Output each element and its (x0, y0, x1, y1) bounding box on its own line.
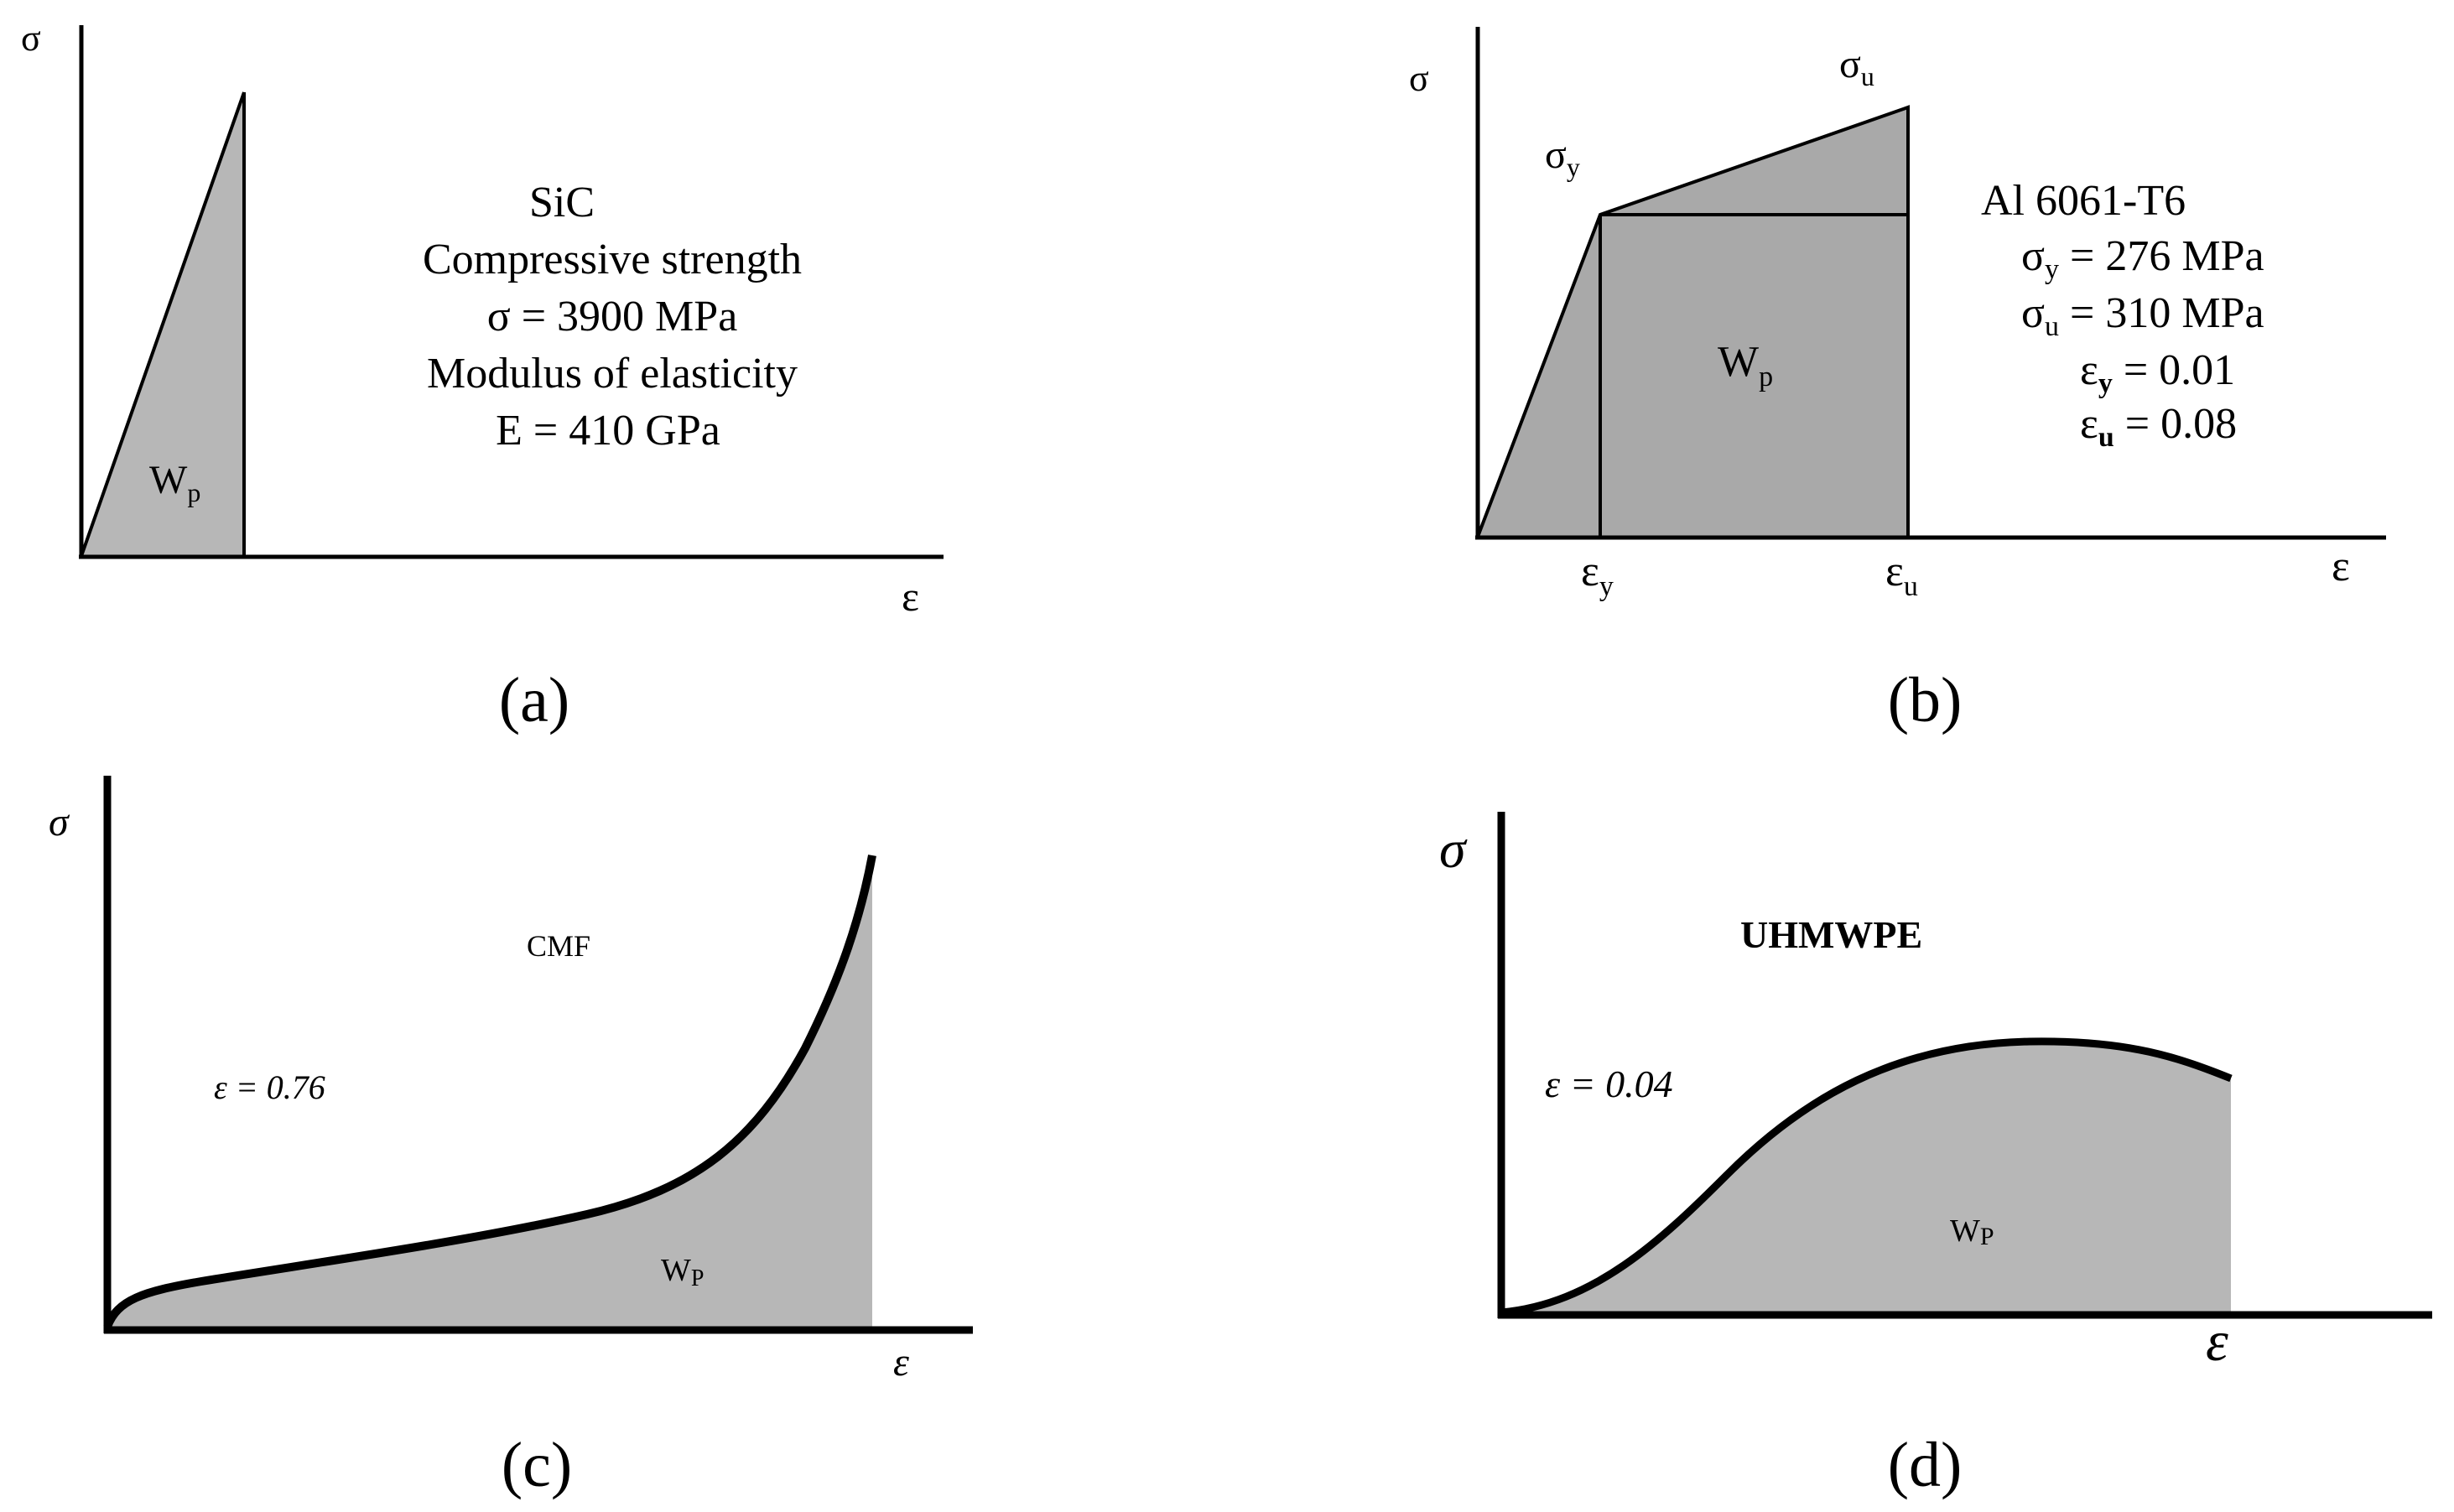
panel-c-area-wp (107, 855, 872, 1327)
panel-b-eps-u-value: εu = 0.08 (2080, 400, 2237, 453)
panel-c-caption: (c) (502, 1430, 572, 1500)
panel-c-curve (103, 855, 876, 1328)
panel-d-x-axis-label: ε (2206, 1309, 2228, 1373)
panel-c: σ ε CMF ε = 0.76 WP (c) (49, 776, 973, 1500)
panel-b-caption: (b) (1888, 665, 1963, 735)
panel-d-caption: (d) (1888, 1430, 1963, 1500)
panel-b-wp-label: Wp (1718, 338, 1773, 392)
panel-d-material: UHMWPE (1740, 913, 1922, 956)
panel-b-material: Al 6061-T6 (1981, 177, 2186, 225)
panel-b-eps-y-value: εy = 0.01 (2080, 346, 2235, 399)
panel-b-sigma-u-label: σu (1839, 42, 1874, 91)
panel-a-material: SiC (529, 179, 595, 226)
panel-b-sigma-y-value: σy = 276 MPa (2021, 232, 2264, 285)
panel-a-prop2-value: E = 410 GPa (496, 407, 720, 455)
panel-c-x-axis-label: ε (893, 1340, 909, 1385)
panel-a-prop1-value: σ = 3900 MPa (487, 293, 738, 340)
panel-a-x-axis-label: ε (902, 573, 919, 620)
panel-b-eps-y-tick: εy (1581, 548, 1614, 602)
panel-d-curve (1500, 1037, 2233, 1317)
panel-d: σ ε UHMWPE ε = 0.04 WP (d) (1439, 812, 2432, 1500)
panel-d-area-wp (1501, 1041, 2231, 1312)
panel-a-wp-label: Wp (149, 458, 200, 507)
panel-b-sigma-u-value: σu = 310 MPa (2021, 289, 2264, 342)
panel-d-y-axis-label: σ (1439, 819, 1468, 879)
panel-b-sigma-y-label: σy (1545, 132, 1580, 182)
panel-b-x-axis-label: ε (2332, 543, 2350, 590)
panel-a: σ ε Wp SiC Compressive strength σ = 3900… (21, 18, 944, 735)
panel-a-prop1-name: Compressive strength (423, 236, 802, 283)
panel-b-y-axis-label: σ (1409, 58, 1429, 99)
panel-c-strain: ε = 0.76 (214, 1068, 325, 1106)
panel-d-wp-label: WP (1950, 1213, 1994, 1250)
panel-c-y-axis-label: σ (49, 800, 70, 844)
panel-c-wp-label: WP (661, 1253, 704, 1291)
panel-b: σ ε σu σy εy εu Wp Al 6061-T6 σy = 276 M… (1409, 27, 2386, 735)
panel-b-area-wp (1478, 107, 1908, 537)
panel-b-eps-u-tick: εu (1885, 548, 1918, 602)
panel-a-prop2-name: Modulus of elasticity (427, 350, 798, 397)
panel-a-caption: (a) (499, 665, 569, 735)
panel-c-material: CMF (527, 929, 590, 963)
panel-a-y-axis-label: σ (21, 18, 41, 59)
panel-d-strain: ε = 0.04 (1545, 1063, 1673, 1105)
